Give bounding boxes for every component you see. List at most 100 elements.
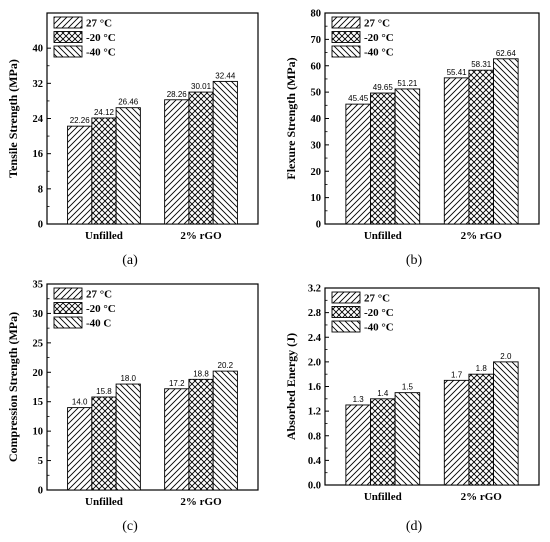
y-tick-label: 3.2 <box>308 284 321 295</box>
bar <box>394 88 421 225</box>
x-category-label: Unfilled <box>364 230 402 242</box>
legend-label: -20 °C <box>364 32 394 44</box>
bar-data-label: 1.4 <box>377 389 389 398</box>
legend-swatch <box>331 16 361 29</box>
bar-data-label: 1.8 <box>476 364 488 373</box>
legend-swatch <box>331 291 361 304</box>
y-tick-label: 70 <box>311 35 322 46</box>
bar-data-label: 18.8 <box>193 369 209 378</box>
bar <box>443 77 470 225</box>
legend-swatch <box>53 287 83 300</box>
legend-label: 27 °C <box>86 289 112 301</box>
bar <box>394 392 421 486</box>
bar-data-label: 18.0 <box>120 374 136 383</box>
y-tick-label: 2.8 <box>308 308 321 319</box>
legend-label: 27 °C <box>364 18 390 30</box>
bar-data-label: 58.31 <box>471 60 492 69</box>
bar <box>370 92 396 225</box>
bar-data-label: 1.7 <box>451 370 463 379</box>
panel-label: (a) <box>122 253 138 268</box>
legend-swatch <box>331 306 361 318</box>
y-tick-label: 35 <box>33 280 44 291</box>
bar-data-label: 32.44 <box>215 71 236 80</box>
y-tick-label: 0 <box>316 220 321 231</box>
bar <box>115 107 141 225</box>
legend-label: -20 °C <box>364 307 394 319</box>
bar <box>443 379 470 486</box>
bar-data-label: 24.12 <box>94 108 115 117</box>
y-tick-label: 25 <box>33 338 44 349</box>
bar-data-label: 14.0 <box>72 398 88 407</box>
legend-label: -40 °C <box>86 47 116 59</box>
y-tick-label: 1.6 <box>308 382 321 393</box>
bar <box>345 404 371 486</box>
bar-data-label: 17.2 <box>169 379 185 388</box>
x-category-label: Unfilled <box>364 491 402 503</box>
y-axis-title: Compression Strength (MPa) <box>6 312 20 462</box>
y-tick-label: 2.4 <box>308 333 322 344</box>
bar <box>493 361 519 486</box>
bar <box>188 91 214 225</box>
y-tick-label: 30 <box>311 140 322 151</box>
chart-panel-1: 0 8 16 24 32 40 Tensile Strength (MPa) Unfilled… <box>6 12 259 268</box>
legend-swatch <box>53 302 83 314</box>
bar <box>493 58 519 225</box>
x-category-label: 2% rGO <box>180 230 222 242</box>
chart-panel-3: 0 5 10 15 20 25 30 35 Compression Strength (MPa)… <box>6 280 259 534</box>
bar <box>91 117 117 225</box>
y-tick-label: 0 <box>38 220 43 231</box>
bar <box>67 407 93 491</box>
bar-data-label: 49.65 <box>373 83 394 92</box>
legend-swatch <box>331 31 361 43</box>
y-tick-label: 2.0 <box>308 357 321 368</box>
y-axis-title: Tensile Strength (MPa) <box>6 59 20 178</box>
y-tick-label: 0.0 <box>308 481 321 492</box>
bar <box>468 69 494 225</box>
legend-swatch <box>53 16 83 29</box>
x-category-label: 2% rGO <box>461 491 503 503</box>
y-tick-label: 8 <box>38 184 43 195</box>
y-tick-label: 40 <box>33 44 44 55</box>
bar-data-label: 30.01 <box>191 82 212 91</box>
chart-panel-4: 0.0 0.4 0.8 1.2 1.6 2.0 2.4 2.8 3.2 Absorbed Ener… <box>284 284 540 534</box>
legend-label: 27 °C <box>86 18 112 30</box>
y-tick-label: 50 <box>311 88 322 99</box>
bar-data-label: 15.8 <box>96 387 112 396</box>
y-tick-label: 30 <box>33 309 44 320</box>
legend-swatch <box>53 316 83 329</box>
y-tick-label: 24 <box>33 114 44 125</box>
y-axis-title: Flexure Strength (MPa) <box>284 57 298 179</box>
legend-swatch <box>53 45 83 58</box>
legend-label: -20 °C <box>86 303 116 315</box>
y-tick-label: 20 <box>311 167 322 178</box>
y-tick-label: 0.4 <box>308 456 322 467</box>
bar <box>67 125 93 225</box>
y-tick-label: 5 <box>38 456 43 467</box>
y-tick-label: 16 <box>33 149 44 160</box>
legend-label: -40 °C <box>364 322 394 334</box>
y-tick-label: 32 <box>33 79 44 90</box>
x-category-label: 2% rGO <box>461 230 503 242</box>
bar-data-label: 51.21 <box>397 79 418 88</box>
x-category-label: Unfilled <box>85 496 123 508</box>
bar-data-label: 62.64 <box>496 49 517 58</box>
panel-label: (b) <box>406 253 423 268</box>
y-tick-label: 40 <box>311 114 322 125</box>
legend-swatch <box>53 31 83 43</box>
bar <box>91 396 117 491</box>
bar-data-label: 55.41 <box>447 68 468 77</box>
bar-data-label: 45.45 <box>348 94 369 103</box>
legend-swatch <box>331 320 361 333</box>
bar <box>468 373 494 486</box>
bar <box>188 378 214 491</box>
bar-data-label: 2.0 <box>500 352 512 361</box>
bar <box>212 80 238 225</box>
bar-data-label: 26.46 <box>118 98 139 107</box>
y-tick-label: 15 <box>33 397 44 408</box>
bar-data-label: 28.26 <box>167 90 188 99</box>
bar <box>345 103 371 225</box>
y-tick-label: 80 <box>311 9 322 20</box>
bar <box>164 388 190 491</box>
y-tick-label: 1.2 <box>308 407 321 418</box>
